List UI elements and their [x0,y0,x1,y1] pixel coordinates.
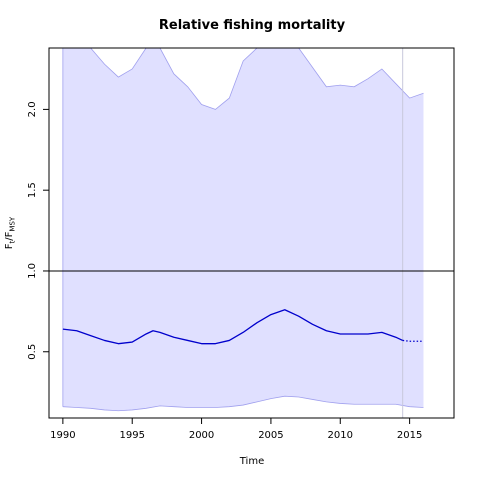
y-label-mid: /F [4,231,15,240]
y-label-main: F [4,243,15,249]
estimate-line [62,309,403,345]
y-label-sub1: t [9,240,17,243]
confidence-band [62,48,424,411]
y-label-sub2: MSY [9,216,17,231]
x-tick-label: 2010 [328,430,353,441]
y-axis: 0.5 1.0 1.5 2.0 [27,101,49,360]
y-tick-label: 0.5 [27,344,38,360]
y-tick-label: 1.5 [27,182,38,198]
x-tick-label: 2015 [397,430,422,441]
y-tick-label: 1.0 [27,263,38,279]
x-tick-label: 2005 [258,430,283,441]
y-tick-label: 2.0 [27,101,38,117]
band-upper-edge [62,48,424,110]
x-axis-label: Time [239,456,264,467]
plot-area [49,48,454,418]
x-tick-label: 2000 [189,430,214,441]
x-tick-label: 1990 [50,430,75,441]
plot-frame [48,47,455,419]
x-tick-label: 1995 [119,430,144,441]
y-axis-label: Ft/FMSY [4,216,17,249]
band-lower-edge [62,395,424,412]
x-axis: 1990 1995 2000 2005 2010 2015 [50,418,422,441]
chart-title: Relative fishing mortality [159,18,346,33]
